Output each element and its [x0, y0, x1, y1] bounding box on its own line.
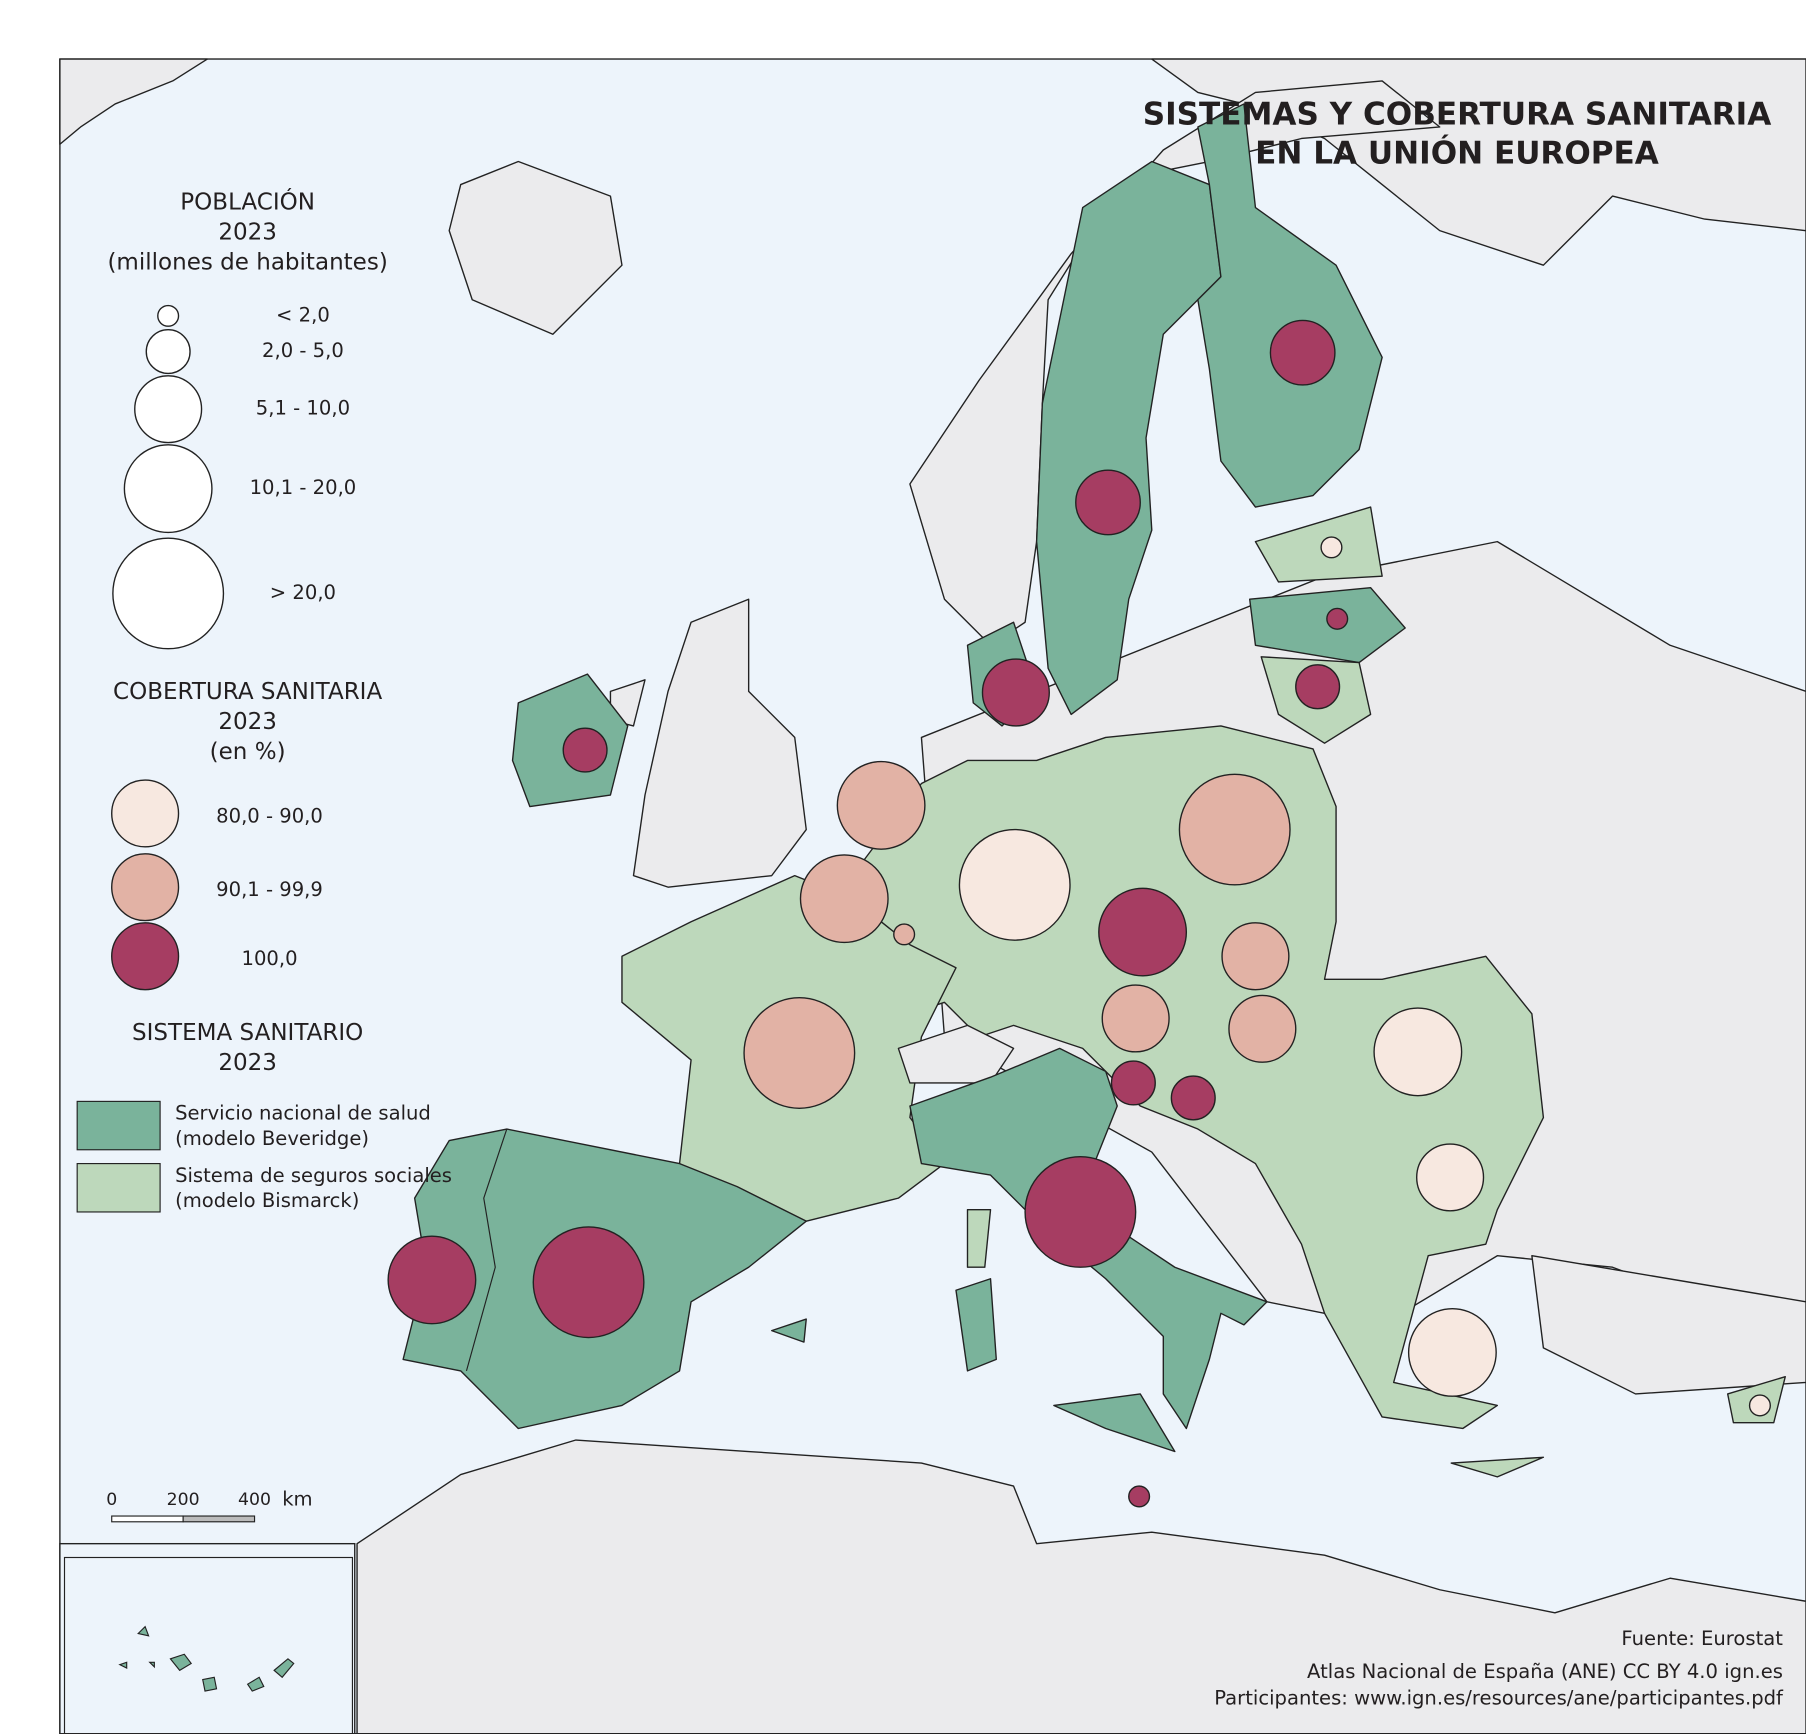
country	[1450, 1456, 1545, 1478]
scale-unit: km	[282, 1487, 312, 1510]
country-marker	[893, 923, 916, 946]
legend-heading: SISTEMA SANITARIO	[132, 1020, 363, 1046]
country-marker	[1407, 1308, 1497, 1397]
country-marker	[1748, 1394, 1771, 1417]
legend-label: 100,0	[241, 947, 297, 970]
country-marker	[1024, 1155, 1137, 1268]
inset-frame	[59, 1542, 356, 1734]
source: Participantes: www.ign.es/resources/ane/…	[1214, 1687, 1784, 1710]
country-marker	[1098, 887, 1188, 977]
legend-label: > 20,0	[270, 581, 336, 604]
country-marker	[1075, 469, 1141, 536]
country	[771, 1318, 807, 1343]
legend-heading: (en %)	[210, 739, 286, 765]
legend-label: 90,1 - 99,9	[216, 878, 323, 901]
scale-label: 0	[106, 1490, 117, 1510]
title: EN LA UNIÓN EUROPEA	[1255, 133, 1659, 172]
country	[1531, 1255, 1806, 1395]
legend-symbol	[111, 853, 180, 922]
country-marker	[1128, 1485, 1151, 1508]
legend-label: 2,0 - 5,0	[262, 339, 344, 362]
country-marker	[743, 997, 856, 1109]
legend-label: 80,0 - 90,0	[216, 804, 323, 827]
legend: POBLACIÓN 2023 (millones de habitantes) < 2…	[76, 187, 452, 1213]
country	[1035, 160, 1222, 716]
country-marker	[1101, 984, 1170, 1053]
legend-label: Sistema de seguros sociales	[175, 1164, 452, 1187]
source: Fuente: Eurostat	[1621, 1627, 1783, 1650]
island	[118, 1625, 295, 1692]
legend-label: (modelo Beveridge)	[175, 1127, 369, 1150]
land-layer	[59, 58, 1806, 1734]
scale-segment	[111, 1515, 184, 1523]
country-marker	[1416, 1143, 1485, 1212]
title: SISTEMAS Y COBERTURA SANITARIA	[1143, 96, 1772, 132]
country-marker	[799, 854, 889, 944]
legend-heading: 2023	[218, 709, 277, 735]
country-marker	[981, 658, 1050, 727]
country	[632, 598, 807, 888]
border	[465, 1128, 508, 1372]
country-marker	[1170, 1075, 1216, 1121]
country	[59, 58, 209, 145]
country	[1053, 1393, 1176, 1453]
legend-symbol	[123, 444, 213, 534]
legend-heading: COBERTURA SANITARIA	[113, 679, 382, 705]
country	[955, 1278, 997, 1372]
country-marker	[1320, 536, 1343, 559]
country	[897, 1024, 1015, 1084]
country-marker	[1221, 922, 1290, 991]
scale-label: 200	[167, 1490, 200, 1510]
legend-symbol	[111, 922, 180, 991]
source: Atlas Nacional de España (ANE) CC BY 4.0…	[1307, 1660, 1783, 1683]
country-marker	[1326, 607, 1349, 630]
country-marker	[1269, 319, 1336, 386]
scale-label: 400	[238, 1490, 271, 1510]
legend-symbol	[145, 329, 191, 375]
legend-symbol	[111, 779, 180, 848]
legend-heading: 2023	[218, 219, 277, 245]
country-marker	[836, 760, 926, 850]
country-marker	[1110, 1060, 1156, 1106]
legend-heading: (millones de habitantes)	[107, 249, 387, 275]
legend-swatch	[76, 1100, 161, 1151]
legend-label: 10,1 - 20,0	[250, 476, 357, 499]
country-marker	[1178, 773, 1291, 886]
legend-label: (modelo Bismarck)	[175, 1189, 359, 1212]
country-marker	[958, 828, 1071, 941]
country-marker	[1295, 664, 1341, 710]
country	[1248, 587, 1406, 664]
country	[1254, 506, 1383, 583]
country-marker	[532, 1226, 645, 1339]
country	[1197, 103, 1383, 508]
legend-heading: POBLACIÓN	[180, 187, 315, 215]
canary-islands	[118, 1625, 295, 1692]
legend-label: Servicio nacional de salud	[175, 1102, 431, 1125]
country	[448, 160, 623, 335]
marker-layer	[387, 319, 1771, 1508]
legend-symbol	[112, 537, 225, 650]
country-marker	[1228, 994, 1297, 1063]
country	[966, 1208, 992, 1268]
legend-label: < 2,0	[276, 303, 330, 326]
legend-heading: 2023	[218, 1050, 277, 1076]
legend-swatch	[76, 1163, 161, 1213]
country-marker	[387, 1235, 477, 1325]
country-marker	[562, 727, 608, 773]
legend-label: 5,1 - 10,0	[256, 397, 350, 420]
scale-segment	[182, 1515, 256, 1523]
legend-symbol	[134, 375, 203, 444]
scale-bar: 0 200 400 km	[106, 1487, 313, 1523]
legend-symbol	[157, 304, 180, 327]
country-marker	[1373, 1007, 1463, 1097]
